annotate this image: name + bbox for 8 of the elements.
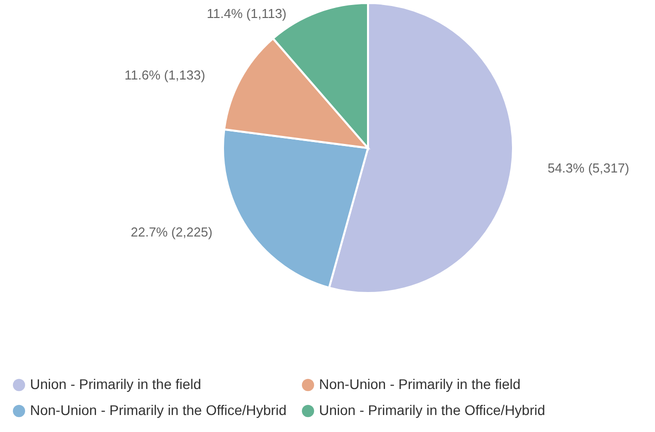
legend-label: Non-Union - Primarily in the field xyxy=(319,376,521,392)
data-label: 11.6% (1,133) xyxy=(124,68,206,83)
legend-label: Non-Union - Primarily in the Office/Hybrid xyxy=(30,402,286,418)
data-label: 22.7% (2,225) xyxy=(130,224,212,240)
legend-label: Union - Primarily in the Office/Hybrid xyxy=(319,402,546,418)
data-label: 54.3% (5,317) xyxy=(548,160,630,176)
legend-label: Union - Primarily in the field xyxy=(30,376,202,392)
data-label: 11.4% (1,113) xyxy=(206,6,286,21)
